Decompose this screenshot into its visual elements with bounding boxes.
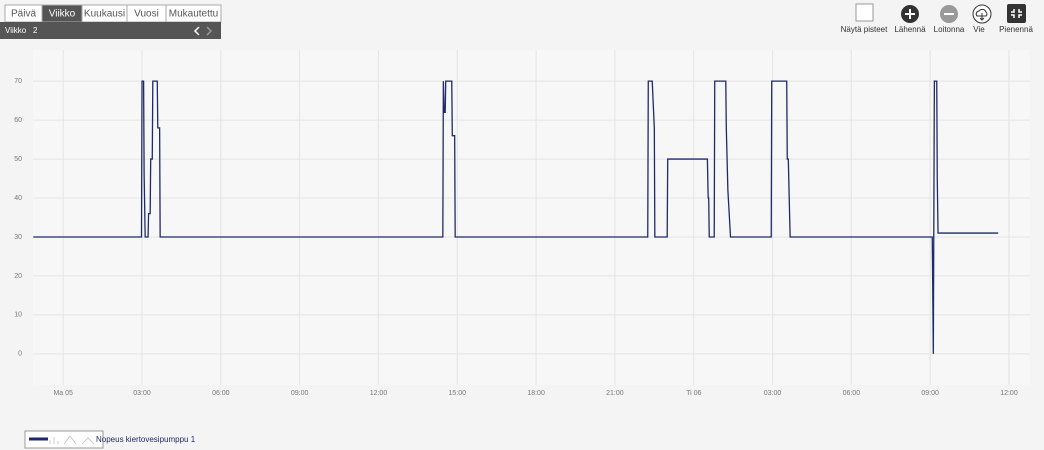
period-number: 2 xyxy=(33,26,38,35)
grid: 0 10 20 30 40 50 60 70 Ma 05 03:00 06:00 09:00 12:00… xyxy=(14,50,1030,397)
x-tick-label: 03:00 xyxy=(764,390,782,397)
legend-label[interactable]: Nopeus kiertovesipumppu 1 xyxy=(96,435,196,444)
y-tick-label: 60 xyxy=(14,117,22,124)
show-points-checkbox[interactable] xyxy=(855,3,874,22)
tab-label: Päivä xyxy=(11,9,36,20)
period-bar xyxy=(0,22,221,39)
x-tick-label: 15:00 xyxy=(449,390,467,397)
button-label: Vie xyxy=(973,25,985,34)
tab-label: Vuosi xyxy=(134,9,159,20)
icon xyxy=(975,8,988,21)
x-tick-label: 06:00 xyxy=(212,390,230,397)
x-tick-label: Ma 05 xyxy=(53,390,73,397)
plot xyxy=(33,80,999,354)
y-tick-label: 10 xyxy=(14,312,22,319)
icon xyxy=(905,9,915,19)
x-tick-label: 09:00 xyxy=(291,390,309,397)
tab-bar: Päivä Viikko Kuukausi Vuosi Mukautettu xyxy=(4,4,222,23)
icon xyxy=(1011,9,1022,18)
tab-label: Mukautettu xyxy=(169,9,218,20)
plot-area xyxy=(33,50,1030,385)
x-tick-label: 18:00 xyxy=(527,390,545,397)
y-tick-label: 30 xyxy=(14,234,22,241)
x-tick-label: 09:00 xyxy=(921,390,939,397)
x-tick-label: 12:00 xyxy=(1000,390,1018,397)
y-tick-label: 50 xyxy=(14,156,22,163)
y-tick-label: 40 xyxy=(14,195,22,202)
button-label: Lähennä xyxy=(894,25,926,34)
button-label: Pienennä xyxy=(999,25,1033,34)
icon xyxy=(49,435,95,445)
y-tick-label: 0 xyxy=(18,351,22,358)
period-label: Viikko xyxy=(5,26,27,35)
x-tick-label: 12:00 xyxy=(370,390,388,397)
button-label: Loitonna xyxy=(934,25,965,34)
legend-icon-box[interactable] xyxy=(24,430,104,449)
button-label: Näytä pisteet xyxy=(841,25,888,34)
tab-label: Viikko xyxy=(49,9,76,20)
tab-label: Kuukausi xyxy=(84,9,125,20)
line-series xyxy=(33,80,999,354)
x-tick-label: 03:00 xyxy=(133,390,151,397)
y-tick-label: 20 xyxy=(14,273,22,280)
prev-button[interactable] xyxy=(193,26,200,36)
x-tick-label: Ti 06 xyxy=(686,390,701,397)
minimize-button[interactable] xyxy=(1007,4,1026,23)
x-tick-label: 06:00 xyxy=(843,390,861,397)
next-button[interactable] xyxy=(206,26,213,36)
y-tick-label: 70 xyxy=(14,78,22,85)
x-tick-label: 21:00 xyxy=(606,390,624,397)
